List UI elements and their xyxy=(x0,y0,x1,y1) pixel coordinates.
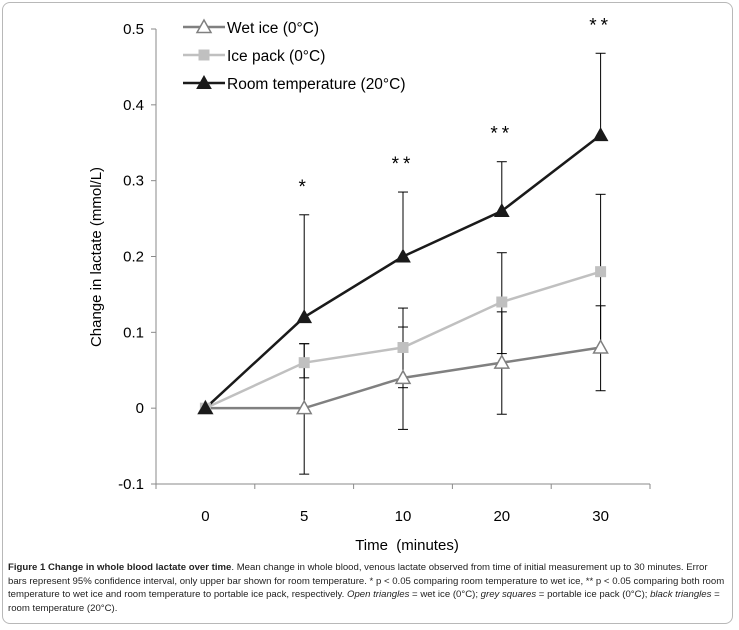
x-tick-label: 30 xyxy=(592,508,609,525)
caption-key-black: black triangles xyxy=(650,589,712,600)
legend-label: Ice pack (0°C) xyxy=(227,48,325,65)
legend-label: Wet ice (0°C) xyxy=(227,20,319,37)
data-point-2 xyxy=(592,127,609,142)
data-point-1 xyxy=(496,296,508,308)
figure-frame xyxy=(2,2,733,624)
y-axis-label: Change in lactate (mmol/L) xyxy=(88,167,105,347)
significance-marker: ** xyxy=(490,124,513,145)
caption-key-black-desc: = room temperature (20°C). xyxy=(8,589,720,614)
significance-marker: * xyxy=(298,177,309,198)
x-axis-label: Time (minutes) xyxy=(355,537,459,554)
legend-marker xyxy=(198,49,210,61)
caption-key-open-desc: = wet ice (0°C); xyxy=(409,589,481,600)
data-point-0 xyxy=(493,354,511,369)
figure-caption: Figure 1 Change in whole blood lactate o… xyxy=(8,561,728,615)
data-point-1 xyxy=(595,266,607,278)
data-point-2 xyxy=(197,400,214,415)
lactate-line-chart: -0.100.10.20.30.40.50 5 10 20 30 ******* Wet… xyxy=(88,15,651,554)
data-point-0 xyxy=(592,338,609,354)
y-tick-label: -0.1 xyxy=(118,476,144,493)
legend-marker xyxy=(195,18,213,34)
caption-key-grey-desc: = portable ice pack (0°C); xyxy=(536,589,651,600)
caption-key-open: Open triangles xyxy=(346,589,410,600)
caption-body: . Mean change in whole blood, venous lac… xyxy=(8,562,725,600)
axes: -0.1 0 0.1 0.2 0.3 0.4 0.5 0 5 10 20 30 xyxy=(118,21,651,525)
series-markers xyxy=(197,127,609,415)
y-tick-label: 0.1 xyxy=(123,324,144,341)
data-point-0 xyxy=(295,399,313,415)
x-tick-label: 10 xyxy=(395,508,412,525)
data-point-1 xyxy=(298,357,310,369)
significance-annotations: ******* xyxy=(298,15,612,198)
legend-marker xyxy=(196,74,212,89)
error-bars xyxy=(299,52,606,475)
caption-title: Figure 1 Change in whole blood lactate o… xyxy=(8,562,232,573)
data-point-2 xyxy=(395,248,411,263)
y-tick-label: 0.4 xyxy=(123,97,144,114)
y-tick-label: 0.2 xyxy=(123,249,144,266)
significance-marker: ** xyxy=(589,15,612,36)
y-tick-label: 0.3 xyxy=(123,173,144,190)
legend-label: Room temperature (20°C) xyxy=(227,76,406,93)
y-tick-label: 0.5 xyxy=(123,21,144,38)
data-point-2 xyxy=(296,309,313,324)
data-point-1 xyxy=(397,342,409,353)
legend: Wet ice (0°C) Ice pack (0°C) Room temperat… xyxy=(183,18,406,93)
y-tick-label: 0 xyxy=(136,400,144,417)
data-point-2 xyxy=(493,202,510,217)
caption-key-grey: grey squares xyxy=(480,589,537,600)
significance-marker: ** xyxy=(392,154,415,175)
x-tick-label: 5 xyxy=(300,508,308,525)
x-tick-label: 0 xyxy=(201,508,209,525)
x-tick-label: 20 xyxy=(493,508,510,525)
data-point-0 xyxy=(394,369,412,385)
